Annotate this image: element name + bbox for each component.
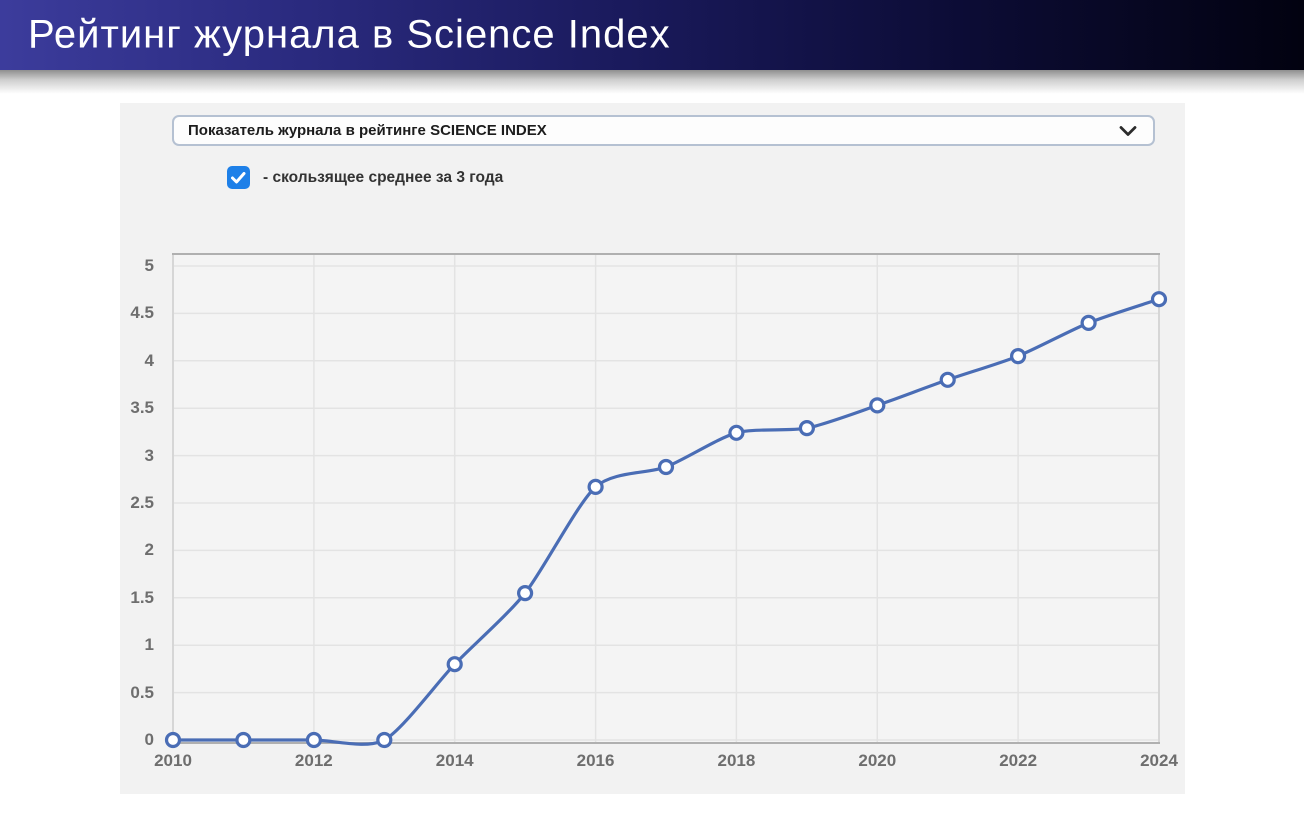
moving-average-checkbox[interactable]: [227, 166, 250, 189]
data-point: [939, 371, 956, 388]
plot-background: [172, 253, 1160, 744]
y-tick-label: 1.5: [130, 587, 154, 607]
metric-dropdown[interactable]: Показатель журнала в рейтинге SCIENCE IN…: [172, 115, 1155, 146]
y-tick-label: 4.5: [130, 303, 154, 323]
data-point: [517, 585, 534, 602]
series-line: [172, 297, 1160, 746]
y-tick-label: 4: [144, 350, 154, 370]
x-tick-label: 2018: [717, 751, 756, 770]
moving-average-row: - скользящее среднее за 3 года: [227, 166, 503, 189]
y-tick-label: 2: [144, 540, 154, 560]
data-point: [1150, 291, 1168, 308]
data-point: [869, 397, 886, 414]
data-point: [587, 478, 604, 495]
y-tick-label: 3.5: [130, 398, 154, 418]
data-point: [446, 656, 463, 673]
page-title: Рейтинг журнала в Science Index: [28, 12, 671, 57]
y-tick-label: 3: [144, 445, 154, 465]
y-tick-label: 0.5: [130, 682, 154, 702]
header-shadow: [0, 70, 1304, 95]
data-point: [1009, 347, 1027, 365]
data-point: [376, 731, 393, 749]
data-point: [657, 458, 675, 476]
data-point: [305, 731, 322, 749]
chart-plot: [164, 253, 1168, 749]
y-tick-label: 1: [144, 635, 154, 655]
data-point: [728, 424, 745, 441]
checkbox-label: - скользящее среднее за 3 года: [263, 168, 504, 186]
chevron-down-icon: [1119, 125, 1137, 136]
x-tick-label: 2024: [1140, 751, 1178, 770]
y-tick-label: 2.5: [130, 493, 154, 512]
x-tick-label: 2010: [154, 751, 192, 770]
x-tick-label: 2016: [576, 751, 615, 770]
data-point: [798, 420, 816, 437]
x-tick-label: 2012: [294, 751, 333, 770]
x-tick-label: 2014: [435, 751, 474, 770]
content-panel: Показатель журнала в рейтинге SCIENCE IN…: [120, 103, 1185, 794]
data-point: [164, 731, 182, 749]
x-tick-label: 2020: [858, 751, 897, 770]
checkmark-icon: [231, 171, 246, 183]
x-tick-label: 2022: [999, 751, 1038, 770]
header: Рейтинг журнала в Science Index: [0, 0, 1304, 70]
data-point: [235, 731, 252, 749]
y-tick-label: 5: [144, 256, 154, 275]
data-point: [1080, 314, 1097, 332]
dropdown-value: Показатель журнала в рейтинге SCIENCE IN…: [188, 122, 547, 139]
y-tick-label: 0: [144, 730, 154, 749]
